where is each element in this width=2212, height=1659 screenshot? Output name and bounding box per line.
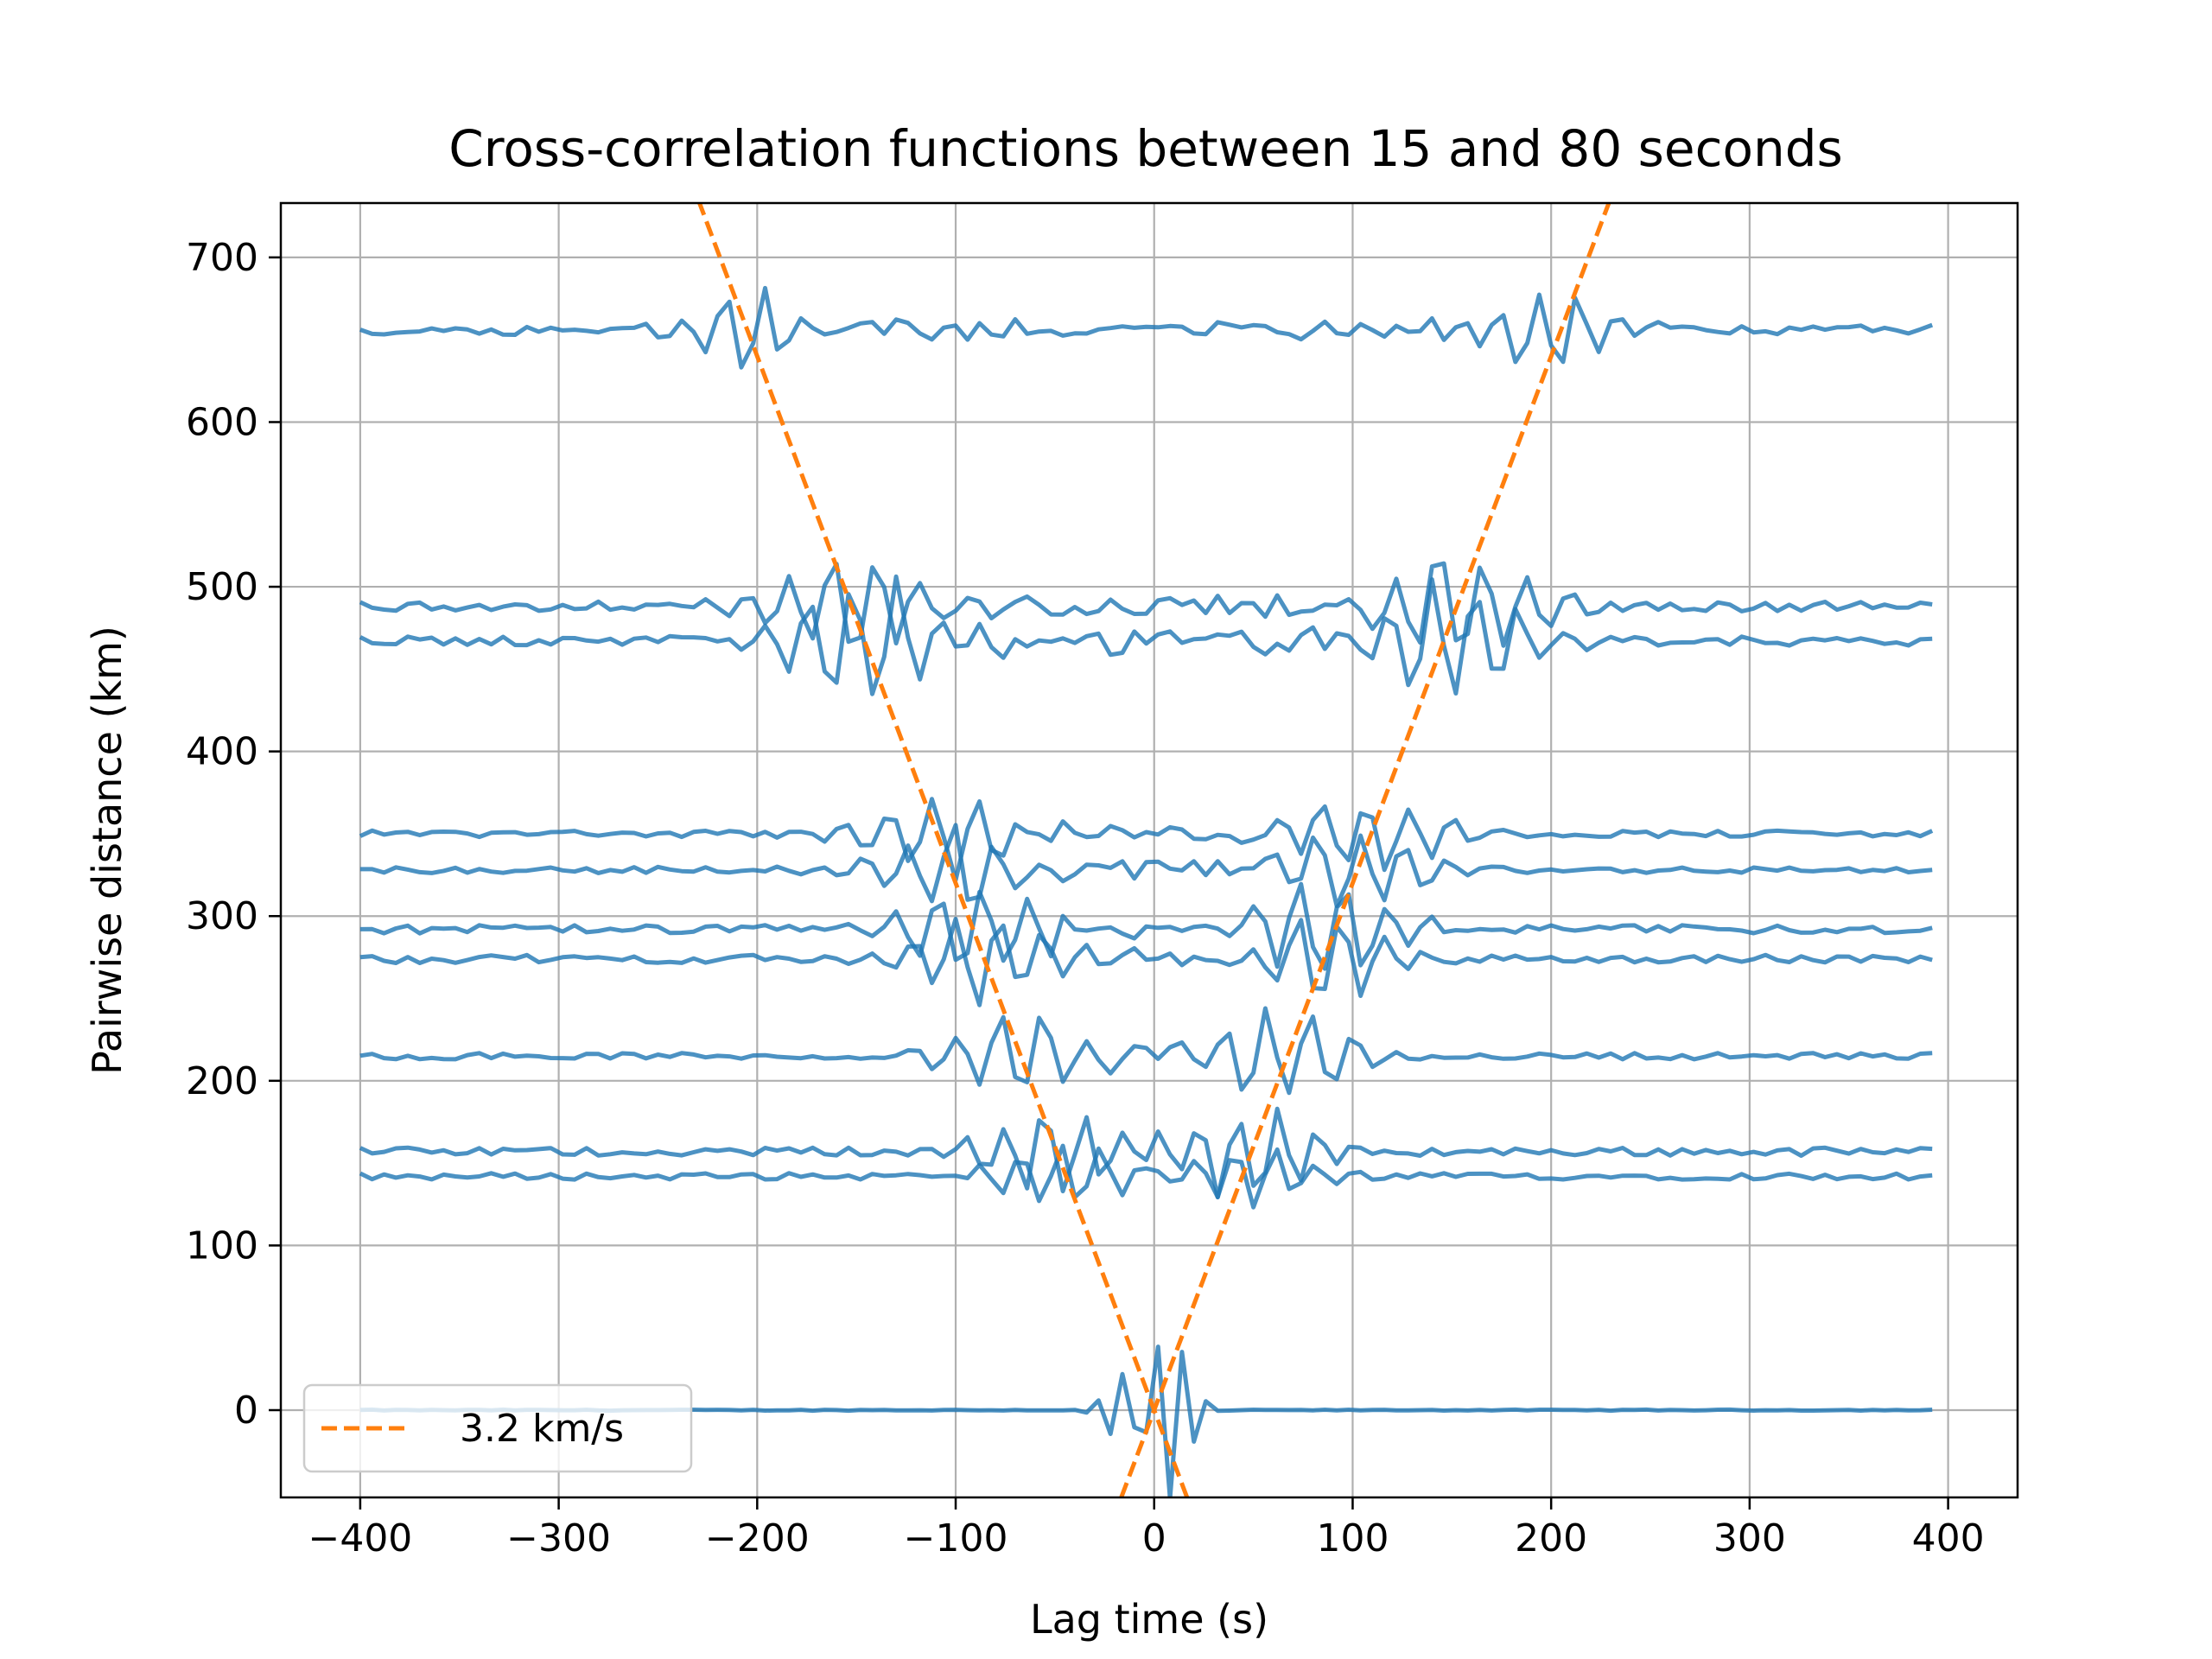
legend-entry: 3.2 km/s	[460, 1407, 624, 1451]
correlation-trace	[359, 881, 1933, 971]
x-tick-label: −200	[705, 1516, 810, 1560]
correlation-trace	[359, 1106, 1933, 1200]
correlation-trace	[359, 574, 1933, 696]
axes-frame	[279, 201, 2019, 1499]
correlation-trace	[359, 917, 1933, 1007]
x-tick-label: −400	[308, 1516, 412, 1560]
x-tick-label: 300	[1713, 1516, 1786, 1560]
x-tick-label: 200	[1515, 1516, 1587, 1560]
y-axis-ticks: 0 100 200 300 400 500 600 700	[186, 236, 281, 1433]
velocity-line	[697, 203, 1190, 1497]
correlation-trace	[359, 285, 1934, 370]
y-tick-label: 100	[186, 1224, 258, 1268]
chart-title: Cross-correlation functions between 15 a…	[448, 119, 1843, 178]
correlation-trace	[359, 1143, 1933, 1210]
legend: 3.2 km/s	[302, 1383, 693, 1473]
y-tick-label: 200	[186, 1059, 258, 1103]
correlation-trace	[359, 797, 1934, 883]
x-tick-label: −300	[506, 1516, 611, 1560]
y-tick-label: 0	[234, 1389, 258, 1433]
y-tick-label: 500	[186, 565, 258, 609]
y-tick-label: 700	[186, 236, 258, 280]
legend-box	[302, 1383, 693, 1473]
x-tick-label: 400	[1912, 1516, 1985, 1560]
correlation-trace	[359, 561, 1933, 648]
x-tick-label: 100	[1316, 1516, 1389, 1560]
x-tick-label: −100	[904, 1516, 1008, 1560]
y-tick-label: 300	[186, 894, 258, 938]
velocity-line	[1119, 203, 1611, 1497]
x-tick-label: 0	[1142, 1516, 1166, 1560]
x-axis-ticks: −400 −300 −200 −100 0 100 200 300 400	[308, 1497, 1985, 1560]
y-tick-label: 600	[186, 400, 258, 444]
x-axis-label: Lag time (s)	[1030, 1596, 1268, 1643]
velocity-layer	[697, 203, 1611, 1497]
correlation-trace	[359, 1006, 1933, 1096]
correlation-trace	[359, 823, 1933, 909]
y-axis-label: Pairwise distance (km)	[84, 626, 130, 1075]
y-tick-label: 400	[186, 730, 258, 774]
